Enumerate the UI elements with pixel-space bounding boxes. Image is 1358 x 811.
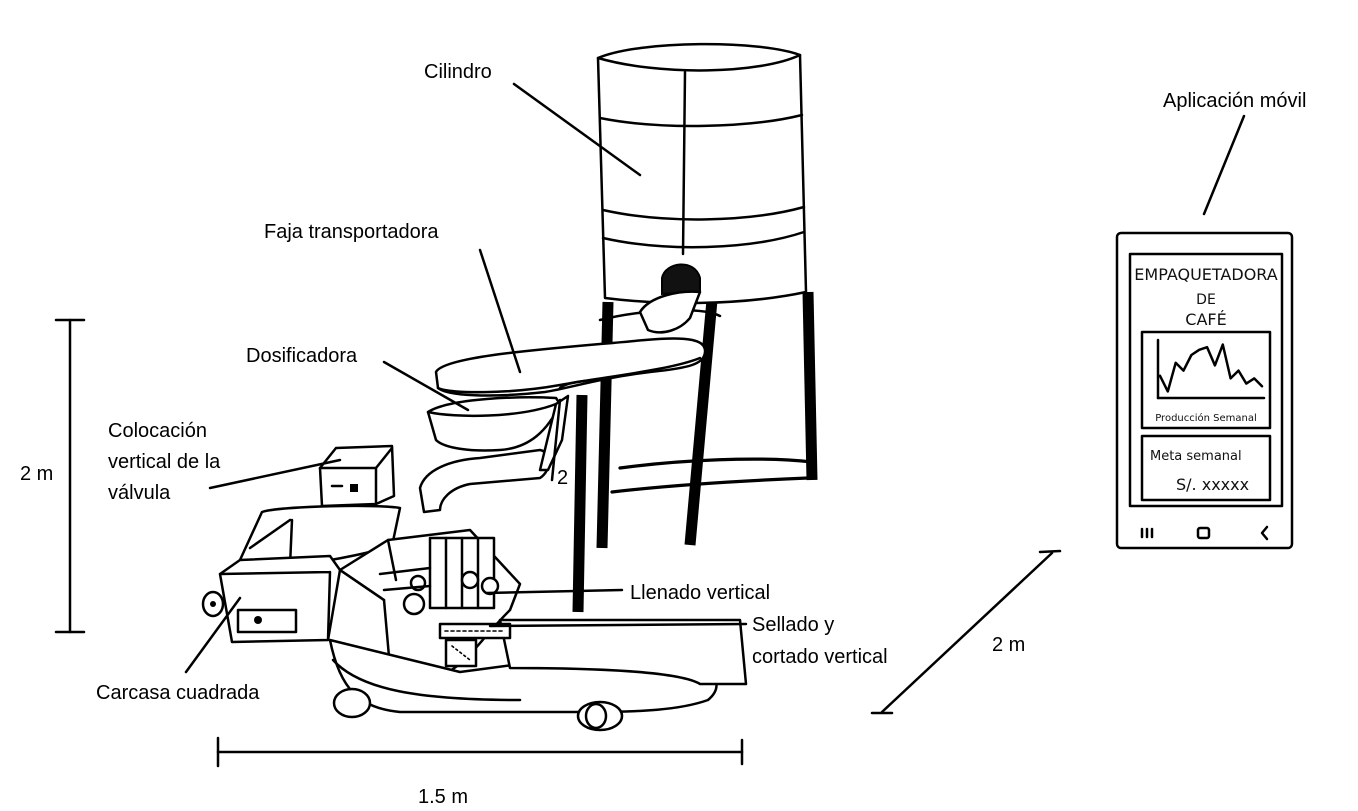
- phone-chart-line: [1158, 343, 1264, 393]
- machine-frame: [201, 504, 748, 732]
- label-conveyor: Faja transportadora: [264, 221, 439, 243]
- phone-goal-title: Meta semanal: [1150, 449, 1242, 464]
- label-valve-line2: vertical de la: [108, 451, 221, 473]
- phone-title-line2: DE: [1196, 292, 1216, 308]
- label-valve-line3: válvula: [108, 482, 171, 504]
- phone-goal-card: [1140, 434, 1272, 502]
- doser-funnel: [418, 394, 570, 514]
- dimension-width: [216, 736, 744, 768]
- dimension-height: [54, 318, 86, 634]
- phone-title-line3: CAFÉ: [1185, 310, 1226, 329]
- label-cylinder: Cilindro: [424, 61, 492, 83]
- cylinder-silo: [572, 42, 818, 613]
- label-doser: Dosificadora: [246, 345, 358, 367]
- menu-lines-icon[interactable]: [1140, 527, 1154, 539]
- stray-mark: 2: [557, 467, 568, 489]
- label-seal-line2: cortado vertical: [752, 646, 888, 668]
- phone-goal-value: S/. xxxxx: [1176, 475, 1249, 494]
- home-square-icon[interactable]: [1196, 526, 1211, 540]
- mobile-phone: EMPAQUETADORA DE CAFÉ Producción Semanal…: [1115, 231, 1294, 550]
- phone-chart-caption: Producción Semanal: [1155, 412, 1257, 424]
- dimension-depth: [870, 549, 1062, 715]
- leader-lines: [184, 82, 1246, 674]
- dimension-depth-label: 2 m: [992, 634, 1025, 656]
- dimension-width-label: 1.5 m: [418, 786, 468, 808]
- label-seal-line1: Sellado y: [752, 614, 834, 636]
- label-mobile-app: Aplicación móvil: [1163, 90, 1306, 112]
- label-valve-line1: Colocación: [108, 420, 207, 442]
- conveyor-belt: [434, 337, 707, 397]
- back-chevron-icon[interactable]: [1260, 525, 1269, 541]
- label-vertical-fill: Llenado vertical: [630, 582, 770, 604]
- phone-title-line1: EMPAQUETADORA: [1134, 265, 1277, 284]
- label-housing: Carcasa cuadrada: [96, 682, 260, 704]
- valve-placement-unit: [318, 444, 396, 508]
- dimension-height-label: 2 m: [20, 463, 53, 485]
- phone-chart-frame: [1140, 330, 1272, 430]
